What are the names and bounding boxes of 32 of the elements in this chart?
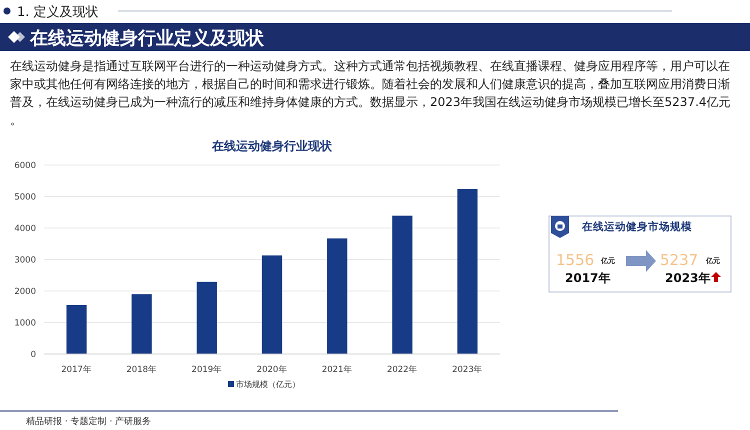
bar [262, 255, 282, 354]
x-tick-label: 2022年 [386, 364, 418, 375]
x-tick-label: 2019年 [192, 364, 222, 375]
y-tick-label: 5000 [14, 192, 36, 202]
text: 2017年 [565, 271, 610, 285]
text: 5237 [660, 251, 698, 269]
text: 在线运动健身行业定义及现状 [29, 28, 265, 49]
bar [66, 304, 87, 354]
x-tick-label: 2017年 [61, 364, 92, 375]
y-tick-label: 1000 [14, 318, 36, 328]
text: 在线运动健身市场规模 [581, 220, 692, 233]
x-tick-label: 2018年 [126, 364, 158, 375]
chart-title: 在线运动健身行业现状 [211, 139, 333, 153]
text: 精品研报 · 专题定制 · 产研服务 [26, 416, 152, 427]
y-tick-label: 6000 [14, 161, 36, 171]
x-tick-label: 2023年 [452, 364, 483, 375]
y-tick-label: 4000 [14, 224, 36, 234]
text: 2023年 [665, 271, 710, 285]
bar [132, 294, 152, 354]
text: 1. 定义及现状 [17, 5, 99, 20]
y-tick-label: 0 [30, 350, 36, 360]
y-tick-label: 3000 [14, 256, 36, 266]
x-tick-label: 2021年 [322, 364, 352, 375]
bar [196, 282, 217, 354]
bar [392, 216, 412, 354]
bar [457, 189, 478, 354]
x-tick-label: 2020年 [256, 364, 288, 375]
y-tick-label: 2000 [14, 287, 36, 297]
bar [327, 238, 348, 354]
text: 在线运动健身是指通过互联网平台进行的一种运动健身方式。这种方式通常包括视频教程、在线直播课程、健身应用程序等，用户可以在家中或其他任何有网络连接的地方，根据自己的时间和需求进行锻炼。随着社会的发展和人们健康意识的提高，叠加互联网应用消费日渐普及，在线运动健身已成为一种流行的减压和维持身体健康的方式。数据显示，2023年我国在线运动健身市场规模已增长至5237.4亿元。 [10, 59, 731, 127]
legend-label: 市场规模（亿元） [236, 380, 300, 389]
text: 1556 [556, 251, 594, 269]
